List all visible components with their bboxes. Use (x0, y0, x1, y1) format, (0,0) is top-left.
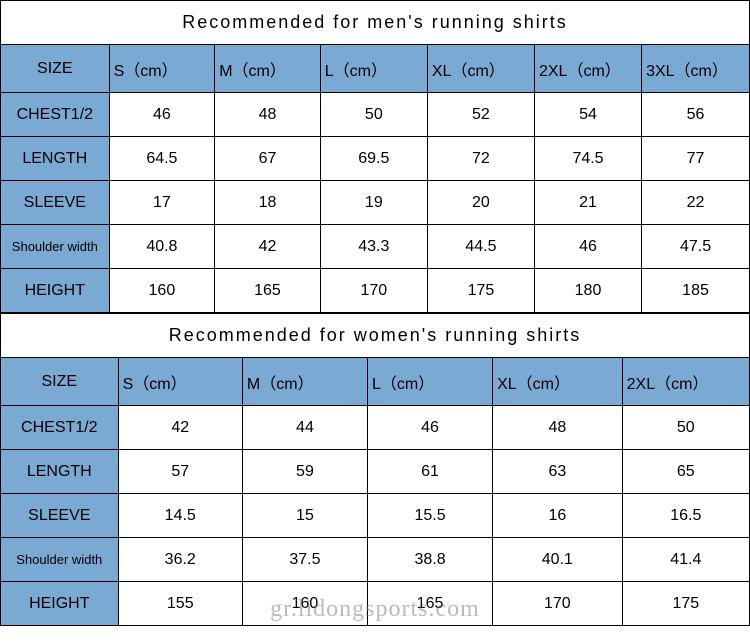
mens-size-table: Recommended for men's running shirts SIZ… (0, 0, 750, 313)
mens-title: Recommended for men's running shirts (1, 1, 750, 45)
mens-cell: 67 (215, 137, 321, 181)
womens-cell: 40.1 (493, 538, 623, 582)
womens-col-header: L（cm） (367, 358, 492, 406)
table-row: LENGTH5759616365 (1, 450, 750, 494)
mens-col-header: XL（cm） (427, 45, 534, 93)
mens-cell: 22 (642, 181, 750, 225)
mens-cell: 40.8 (109, 225, 215, 269)
mens-row-label: LENGTH (1, 137, 110, 181)
womens-cell: 15 (242, 494, 367, 538)
womens-cell: 50 (622, 406, 749, 450)
womens-cell: 65 (622, 450, 749, 494)
womens-cell: 48 (493, 406, 623, 450)
mens-cell: 175 (427, 269, 534, 313)
mens-cell: 165 (215, 269, 321, 313)
table-row: Shoulder width40.84243.344.54647.5 (1, 225, 750, 269)
mens-row-label: HEIGHT (1, 269, 110, 313)
womens-size-table: Recommended for women's running shirts S… (0, 313, 750, 626)
womens-cell: 42 (118, 406, 242, 450)
mens-cell: 69.5 (320, 137, 427, 181)
womens-cell: 46 (367, 406, 492, 450)
womens-cell: 16 (493, 494, 623, 538)
mens-col-header: S（cm） (109, 45, 215, 93)
mens-cell: 18 (215, 181, 321, 225)
womens-cell: 61 (367, 450, 492, 494)
womens-cell: 175 (622, 582, 749, 626)
mens-cell: 47.5 (642, 225, 750, 269)
womens-cell: 59 (242, 450, 367, 494)
womens-row-label: CHEST1/2 (1, 406, 119, 450)
womens-col-header: S（cm） (118, 358, 242, 406)
mens-cell: 72 (427, 137, 534, 181)
mens-col-header: 3XL（cm） (642, 45, 750, 93)
womens-col-header: 2XL（cm） (622, 358, 749, 406)
womens-cell: 16.5 (622, 494, 749, 538)
mens-cell: 21 (534, 181, 641, 225)
size-charts-container: Recommended for men's running shirts SIZ… (0, 0, 750, 623)
mens-size-label: SIZE (1, 45, 110, 93)
mens-cell: 170 (320, 269, 427, 313)
womens-cell: 14.5 (118, 494, 242, 538)
womens-cell: 160 (242, 582, 367, 626)
womens-row-label: LENGTH (1, 450, 119, 494)
mens-cell: 54 (534, 93, 641, 137)
mens-cell: 74.5 (534, 137, 641, 181)
mens-row-label: Shoulder width (1, 225, 110, 269)
mens-cell: 50 (320, 93, 427, 137)
womens-cell: 63 (493, 450, 623, 494)
table-row: HEIGHT155160165170175 (1, 582, 750, 626)
mens-row-label: SLEEVE (1, 181, 110, 225)
mens-cell: 46 (109, 93, 215, 137)
mens-cell: 46 (534, 225, 641, 269)
womens-row-label: SLEEVE (1, 494, 119, 538)
mens-cell: 77 (642, 137, 750, 181)
mens-col-header: L（cm） (320, 45, 427, 93)
mens-cell: 20 (427, 181, 534, 225)
table-row: CHEST1/24244464850 (1, 406, 750, 450)
table-row: Shoulder width36.237.538.840.141.4 (1, 538, 750, 582)
womens-cell: 41.4 (622, 538, 749, 582)
womens-header-row: SIZES（cm）M（cm）L（cm）XL（cm）2XL（cm） (1, 358, 750, 406)
womens-cell: 38.8 (367, 538, 492, 582)
womens-cell: 165 (367, 582, 492, 626)
womens-cell: 36.2 (118, 538, 242, 582)
mens-header-row: SIZES（cm）M（cm）L（cm）XL（cm）2XL（cm）3XL（cm） (1, 45, 750, 93)
mens-col-header: 2XL（cm） (534, 45, 641, 93)
mens-cell: 17 (109, 181, 215, 225)
table-row: CHEST1/2464850525456 (1, 93, 750, 137)
mens-col-header: M（cm） (215, 45, 321, 93)
womens-cell: 155 (118, 582, 242, 626)
mens-cell: 48 (215, 93, 321, 137)
mens-cell: 43.3 (320, 225, 427, 269)
mens-cell: 52 (427, 93, 534, 137)
womens-row-label: HEIGHT (1, 582, 119, 626)
womens-cell: 44 (242, 406, 367, 450)
mens-cell: 19 (320, 181, 427, 225)
mens-cell: 64.5 (109, 137, 215, 181)
table-row: SLEEVE171819202122 (1, 181, 750, 225)
womens-col-header: XL（cm） (493, 358, 623, 406)
mens-cell: 42 (215, 225, 321, 269)
mens-cell: 160 (109, 269, 215, 313)
womens-size-label: SIZE (1, 358, 119, 406)
mens-cell: 56 (642, 93, 750, 137)
womens-col-header: M（cm） (242, 358, 367, 406)
womens-cell: 57 (118, 450, 242, 494)
mens-cell: 185 (642, 269, 750, 313)
mens-cell: 44.5 (427, 225, 534, 269)
womens-row-label: Shoulder width (1, 538, 119, 582)
mens-row-label: CHEST1/2 (1, 93, 110, 137)
womens-cell: 37.5 (242, 538, 367, 582)
womens-title-row: Recommended for women's running shirts (1, 314, 750, 358)
womens-title: Recommended for women's running shirts (1, 314, 750, 358)
table-row: HEIGHT160165170175180185 (1, 269, 750, 313)
table-row: LENGTH64.56769.57274.577 (1, 137, 750, 181)
table-row: SLEEVE14.51515.51616.5 (1, 494, 750, 538)
mens-title-row: Recommended for men's running shirts (1, 1, 750, 45)
mens-cell: 180 (534, 269, 641, 313)
womens-cell: 170 (493, 582, 623, 626)
womens-cell: 15.5 (367, 494, 492, 538)
